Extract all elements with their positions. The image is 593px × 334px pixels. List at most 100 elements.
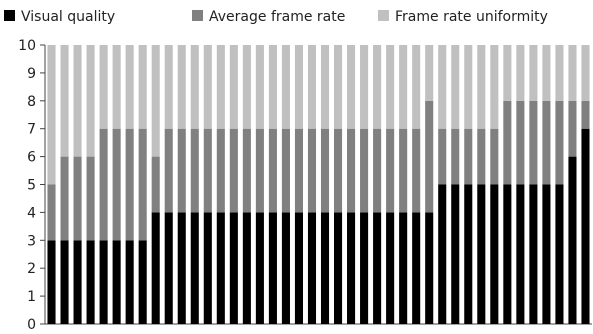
bar-segment-2-35 bbox=[490, 128, 499, 185]
bar-segment-2-4 bbox=[86, 156, 95, 241]
bar-segment-3-19 bbox=[281, 45, 290, 129]
bar-segment-1-28 bbox=[399, 212, 408, 324]
bar-segment-2-26 bbox=[373, 128, 382, 213]
bar-segment-2-14 bbox=[216, 128, 225, 213]
bar-segment-2-19 bbox=[281, 128, 290, 213]
bar-segment-1-1 bbox=[47, 240, 56, 324]
bar-segment-1-2 bbox=[60, 240, 69, 324]
bar-segment-2-8 bbox=[138, 128, 147, 241]
bar-segment-3-1 bbox=[47, 45, 56, 185]
bar-segment-3-14 bbox=[216, 45, 225, 129]
y-tick-label: 2 bbox=[27, 261, 36, 277]
bar-segment-1-15 bbox=[229, 212, 238, 324]
bar-segment-2-40 bbox=[555, 100, 564, 185]
bar-segment-1-38 bbox=[529, 184, 538, 324]
bar-segment-2-12 bbox=[190, 128, 199, 213]
bar-segment-3-30 bbox=[425, 45, 434, 101]
bar-segment-2-23 bbox=[333, 128, 343, 213]
bar-segment-3-31 bbox=[438, 45, 447, 129]
bar-segment-2-39 bbox=[542, 100, 551, 185]
y-tick-label: 7 bbox=[27, 122, 36, 138]
bar-segment-1-18 bbox=[268, 212, 277, 324]
bars bbox=[47, 45, 590, 324]
bar-segment-2-18 bbox=[268, 128, 277, 213]
bar-segment-2-3 bbox=[73, 156, 82, 241]
bar-segment-3-16 bbox=[242, 45, 251, 129]
y-tick-label: 0 bbox=[27, 317, 36, 333]
bar-segment-1-29 bbox=[412, 212, 421, 324]
bar-segment-2-10 bbox=[164, 128, 173, 213]
bar-segment-1-27 bbox=[386, 212, 395, 324]
bar-segment-1-8 bbox=[138, 240, 147, 324]
bar-segment-2-27 bbox=[386, 128, 395, 213]
bar-segment-2-33 bbox=[464, 128, 473, 185]
bar-segment-2-16 bbox=[242, 128, 251, 213]
bar-segment-2-1 bbox=[47, 184, 56, 241]
bar-segment-2-17 bbox=[255, 128, 264, 213]
bar-segment-2-2 bbox=[60, 156, 69, 241]
bar-segment-3-26 bbox=[373, 45, 382, 129]
bar-segment-2-24 bbox=[347, 128, 356, 213]
bar-segment-2-6 bbox=[112, 128, 121, 241]
bar-segment-1-5 bbox=[99, 240, 108, 324]
bar-segment-3-41 bbox=[568, 45, 577, 101]
bar-segment-1-7 bbox=[125, 240, 134, 324]
bar-segment-2-32 bbox=[451, 128, 460, 185]
bar-segment-2-7 bbox=[125, 128, 134, 241]
bar-segment-3-18 bbox=[268, 45, 277, 129]
legend-label-2: Average frame rate bbox=[209, 9, 345, 25]
legend-label-1: Visual quality bbox=[21, 9, 115, 25]
y-tick-label: 8 bbox=[27, 94, 36, 110]
bar-segment-3-4 bbox=[86, 45, 95, 157]
bar-segment-2-28 bbox=[399, 128, 408, 213]
bar-segment-3-22 bbox=[320, 45, 330, 129]
bar-segment-1-41 bbox=[568, 156, 577, 324]
bar-segment-3-7 bbox=[125, 45, 134, 129]
bar-segment-3-25 bbox=[360, 45, 369, 129]
bar-segment-2-22 bbox=[320, 128, 330, 213]
bar-segment-2-37 bbox=[516, 100, 525, 185]
bar-segment-1-22 bbox=[320, 212, 330, 324]
bar-segment-1-23 bbox=[333, 212, 343, 324]
bar-segment-2-29 bbox=[412, 128, 421, 213]
bar-segment-1-24 bbox=[347, 212, 356, 324]
bar-segment-3-10 bbox=[164, 45, 173, 129]
bar-segment-3-3 bbox=[73, 45, 82, 157]
bar-segment-3-6 bbox=[112, 45, 121, 129]
y-tick-label: 1 bbox=[27, 289, 36, 305]
bar-segment-1-6 bbox=[112, 240, 121, 324]
bar-segment-1-36 bbox=[503, 184, 512, 324]
bar-segment-1-14 bbox=[216, 212, 225, 324]
bar-segment-1-32 bbox=[451, 184, 460, 324]
y-tick-label: 6 bbox=[27, 150, 36, 166]
bar-segment-1-40 bbox=[555, 184, 564, 324]
bar-segment-3-40 bbox=[555, 45, 564, 101]
legend-swatch-1 bbox=[4, 10, 15, 21]
bar-segment-3-38 bbox=[529, 45, 538, 101]
bar-segment-2-21 bbox=[307, 128, 317, 213]
bar-segment-1-3 bbox=[73, 240, 82, 324]
y-axis: 0 1 2 3 4 5 6 7 8 9 10 bbox=[18, 38, 592, 333]
bar-segment-2-31 bbox=[438, 128, 447, 185]
bar-segment-1-34 bbox=[477, 184, 486, 324]
bar-segment-1-20 bbox=[294, 212, 304, 324]
bar-segment-2-34 bbox=[477, 128, 486, 185]
bar-segment-3-2 bbox=[60, 45, 69, 157]
bar-segment-1-17 bbox=[255, 212, 264, 324]
bar-segment-3-9 bbox=[151, 45, 160, 157]
bar-segment-3-24 bbox=[347, 45, 356, 129]
bar-segment-1-10 bbox=[164, 212, 173, 324]
bar-segment-3-11 bbox=[177, 45, 186, 129]
bar-segment-1-11 bbox=[177, 212, 186, 324]
bar-segment-2-20 bbox=[294, 128, 304, 213]
y-tick-label: 5 bbox=[27, 178, 36, 194]
bar-segment-1-30 bbox=[425, 212, 434, 324]
bar-segment-3-32 bbox=[451, 45, 460, 129]
y-tick-label: 10 bbox=[18, 38, 36, 54]
bar-segment-1-16 bbox=[242, 212, 251, 324]
bar-segment-3-17 bbox=[255, 45, 264, 129]
bar-segment-1-26 bbox=[373, 212, 382, 324]
bar-segment-1-13 bbox=[203, 212, 212, 324]
bar-segment-2-25 bbox=[360, 128, 369, 213]
